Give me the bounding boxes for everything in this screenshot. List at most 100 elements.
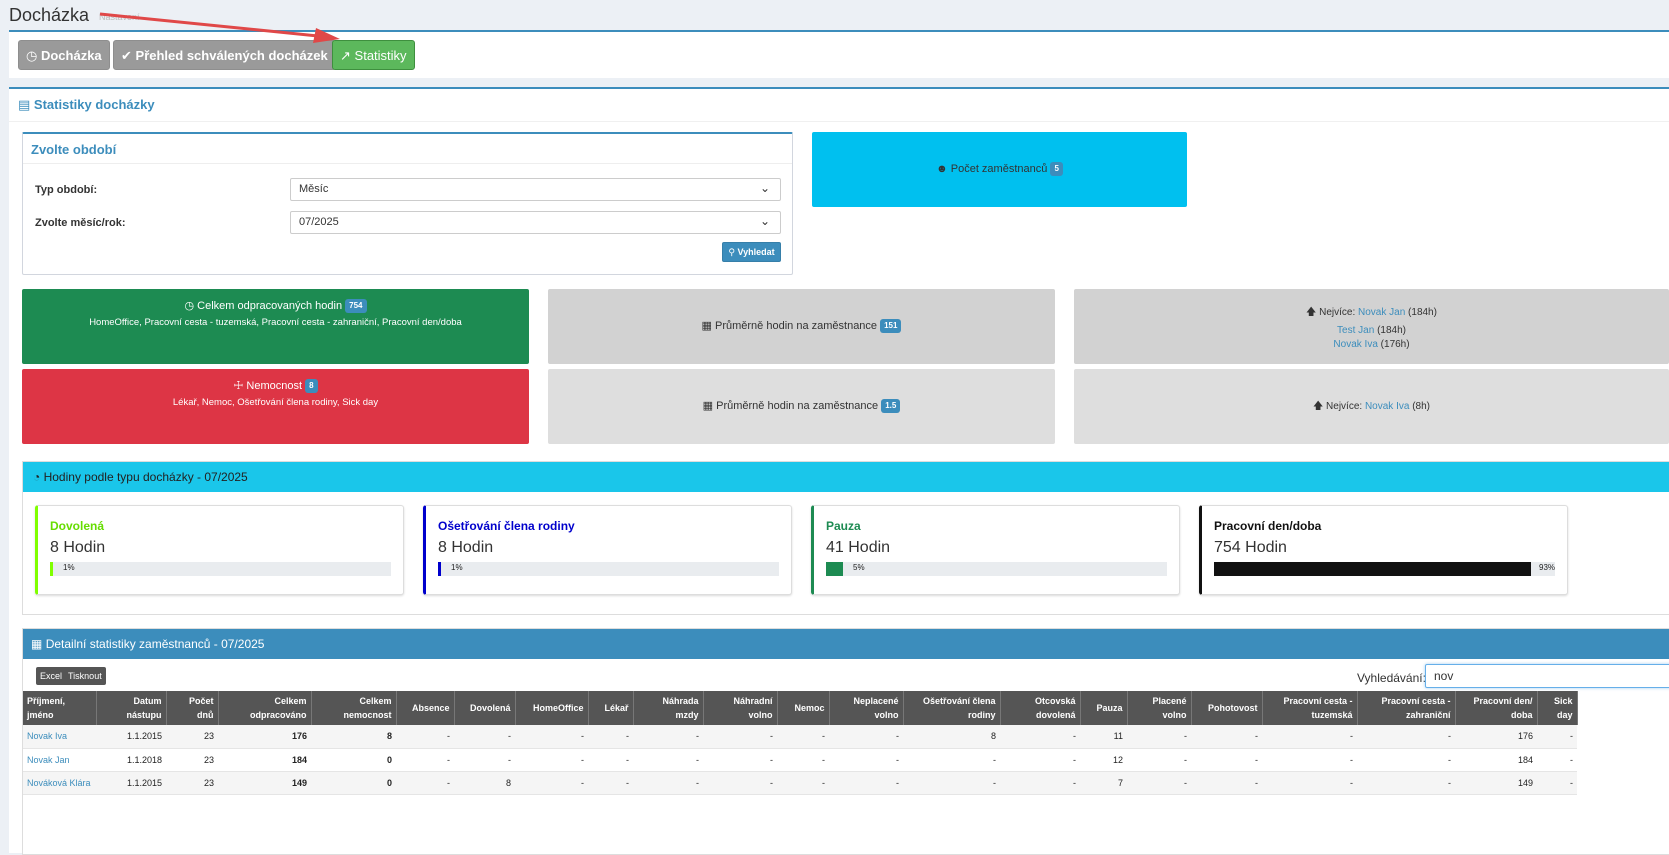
progress-fill bbox=[50, 562, 53, 576]
period-type-label: Typ období: bbox=[35, 184, 98, 196]
employee-count-box: ☻ Počet zaměstnanců 5 bbox=[812, 132, 1187, 207]
table-cell: - bbox=[633, 748, 703, 772]
pie-chart-icon: ◔ bbox=[33, 470, 41, 484]
excel-button[interactable]: Excel bbox=[40, 671, 63, 681]
table-cell: - bbox=[1537, 771, 1577, 795]
table-cell: - bbox=[515, 748, 588, 772]
most-hours-name-3[interactable]: Novak Iva bbox=[1333, 339, 1378, 350]
attendance-button[interactable]: ◷ Docházka bbox=[18, 40, 110, 70]
column-header[interactable]: HomeOffice bbox=[515, 691, 589, 725]
page-subtitle: Nastavení bbox=[99, 12, 140, 22]
column-header[interactable]: Náhradní volno bbox=[703, 691, 778, 725]
month-select[interactable]: 07/2025 ⌄ bbox=[290, 211, 781, 234]
hours-by-type-panel: ◔ Hodiny podle typu docházky - 07/2025 D… bbox=[22, 461, 1669, 615]
table-cell: - bbox=[1357, 725, 1455, 749]
hours-card-value: 8 Hodin bbox=[50, 539, 106, 556]
search-icon: ⚲ bbox=[728, 247, 735, 257]
most-hours-name-2[interactable]: Test Jan bbox=[1337, 325, 1375, 336]
column-header[interactable]: Pracovní cesta - tuzemská bbox=[1262, 691, 1358, 725]
page-title: Docházka bbox=[9, 5, 90, 25]
table-cell: - bbox=[588, 725, 633, 749]
column-header[interactable]: Počet dnů bbox=[166, 691, 219, 725]
column-header[interactable]: Datum nástupu bbox=[96, 691, 167, 725]
most-hours-tile: 🡅 Nejvíce: Novak Jan (184h) Test Jan (18… bbox=[1074, 289, 1669, 364]
statistics-header: ▤ Statistiky docházky bbox=[9, 89, 1669, 122]
hours-card-value: 8 Hodin bbox=[438, 539, 494, 556]
column-header[interactable]: Náhrada mzdy bbox=[633, 691, 704, 725]
most-sick-name[interactable]: Novak Iva bbox=[1364, 401, 1410, 412]
hours-by-type-title: Hodiny podle typu docházky - 07/2025 bbox=[43, 470, 248, 484]
column-header[interactable]: Absence bbox=[396, 691, 455, 725]
table-cell: - bbox=[829, 748, 903, 772]
column-header[interactable]: Dovolená bbox=[454, 691, 516, 725]
table-cell: 12 bbox=[1080, 748, 1127, 772]
table-cell: - bbox=[396, 748, 454, 772]
period-panel: Zvolte období Typ období: Měsíc ⌄ Zvolte… bbox=[22, 132, 793, 275]
column-header[interactable]: Pracovní den/ doba bbox=[1455, 691, 1538, 725]
column-header[interactable]: Sick day bbox=[1537, 691, 1578, 725]
hours-card-vacation: Dovolená 8 Hodin 1% bbox=[35, 505, 404, 595]
hours-card-name: Pracovní den/doba bbox=[1214, 519, 1322, 533]
period-type-select[interactable]: Měsíc ⌄ bbox=[290, 178, 781, 201]
most-hours-value-3: (176h) bbox=[1380, 339, 1410, 350]
employee-name-link[interactable]: Nováková Klára bbox=[23, 771, 96, 795]
most-hours-value-2: (184h) bbox=[1377, 325, 1406, 336]
table-cell: - bbox=[1191, 725, 1262, 749]
export-buttons: Excel Tisknout bbox=[36, 667, 106, 685]
search-label: Vyhledávání: bbox=[1357, 671, 1426, 685]
column-header[interactable]: Otcovská dovolená bbox=[1000, 691, 1081, 725]
column-header[interactable]: Ošetřování člena rodiny bbox=[903, 691, 1001, 725]
approved-button-label: Přehled schválených docházek bbox=[135, 48, 328, 63]
users-icon: ☻ bbox=[936, 163, 948, 175]
search-button-label: Vyhledat bbox=[737, 247, 775, 257]
column-header[interactable]: Příjmení, jméno bbox=[23, 691, 97, 725]
hours-card-value: 754 Hodin bbox=[1214, 539, 1287, 556]
detail-title: Detailní statistiky zaměstnanců - 07/202… bbox=[45, 637, 265, 651]
search-button[interactable]: ⚲ Vyhledat bbox=[722, 242, 781, 262]
search-input[interactable]: nov bbox=[1425, 664, 1669, 688]
progress-fill bbox=[826, 562, 843, 576]
hours-card-name: Dovolená bbox=[50, 519, 105, 533]
stats-button[interactable]: ↗ Statistiky bbox=[332, 40, 415, 70]
table-cell: - bbox=[703, 725, 777, 749]
table-cell: - bbox=[515, 725, 588, 749]
column-header[interactable]: Neplacené volno bbox=[829, 691, 904, 725]
table-cell: 7 bbox=[1080, 771, 1127, 795]
table-cell: - bbox=[454, 725, 515, 749]
table-cell: - bbox=[588, 771, 633, 795]
table-cell: 149 bbox=[1455, 771, 1537, 795]
table-cell: - bbox=[703, 771, 777, 795]
table-cell: - bbox=[1000, 725, 1080, 749]
table-cell: - bbox=[903, 771, 1000, 795]
column-header[interactable]: Pohotovost bbox=[1191, 691, 1263, 725]
column-header[interactable]: Pauza bbox=[1080, 691, 1128, 725]
table-cell: - bbox=[1127, 748, 1191, 772]
detail-panel: ▦ Detailní statistiky zaměstnanců - 07/2… bbox=[22, 628, 1669, 855]
hours-card-name: Pauza bbox=[826, 519, 861, 533]
print-button[interactable]: Tisknout bbox=[68, 671, 102, 681]
table-cell: - bbox=[633, 771, 703, 795]
period-title: Zvolte období bbox=[23, 134, 792, 164]
most-hours-name-1[interactable]: Novak Jan bbox=[1358, 307, 1406, 318]
column-header[interactable]: Lékař bbox=[588, 691, 634, 725]
progress-label: 1% bbox=[63, 563, 75, 572]
column-header[interactable]: Nemoc bbox=[777, 691, 830, 725]
attendance-button-label: Docházka bbox=[40, 48, 102, 63]
table-cell: - bbox=[777, 725, 829, 749]
employee-name-link[interactable]: Novak Jan bbox=[23, 748, 96, 772]
hours-card-progress: 93% bbox=[1214, 562, 1555, 576]
column-header[interactable]: Pracovní cesta - zahraniční bbox=[1357, 691, 1456, 725]
table-cell: 0 bbox=[311, 748, 396, 772]
table-cell: 1.1.2015 bbox=[96, 771, 166, 795]
column-header[interactable]: Placené volno bbox=[1127, 691, 1192, 725]
most-sick-tile: 🡅 Nejvíce: Novak Iva (8h) bbox=[1074, 369, 1669, 444]
table-cell: 176 bbox=[1455, 725, 1537, 749]
table-cell: - bbox=[703, 748, 777, 772]
chevron-down-icon: ⌄ bbox=[759, 181, 770, 195]
table-cell: - bbox=[1262, 771, 1357, 795]
approved-button[interactable]: ✔ Přehled schválených docházek bbox=[113, 40, 336, 70]
column-header[interactable]: Celkem odpracováno bbox=[218, 691, 312, 725]
employee-name-link[interactable]: Novak Iva bbox=[23, 725, 96, 749]
column-header[interactable]: Celkem nemocnost bbox=[311, 691, 397, 725]
hours-card-workday: Pracovní den/doba 754 Hodin 93% bbox=[1199, 505, 1568, 595]
